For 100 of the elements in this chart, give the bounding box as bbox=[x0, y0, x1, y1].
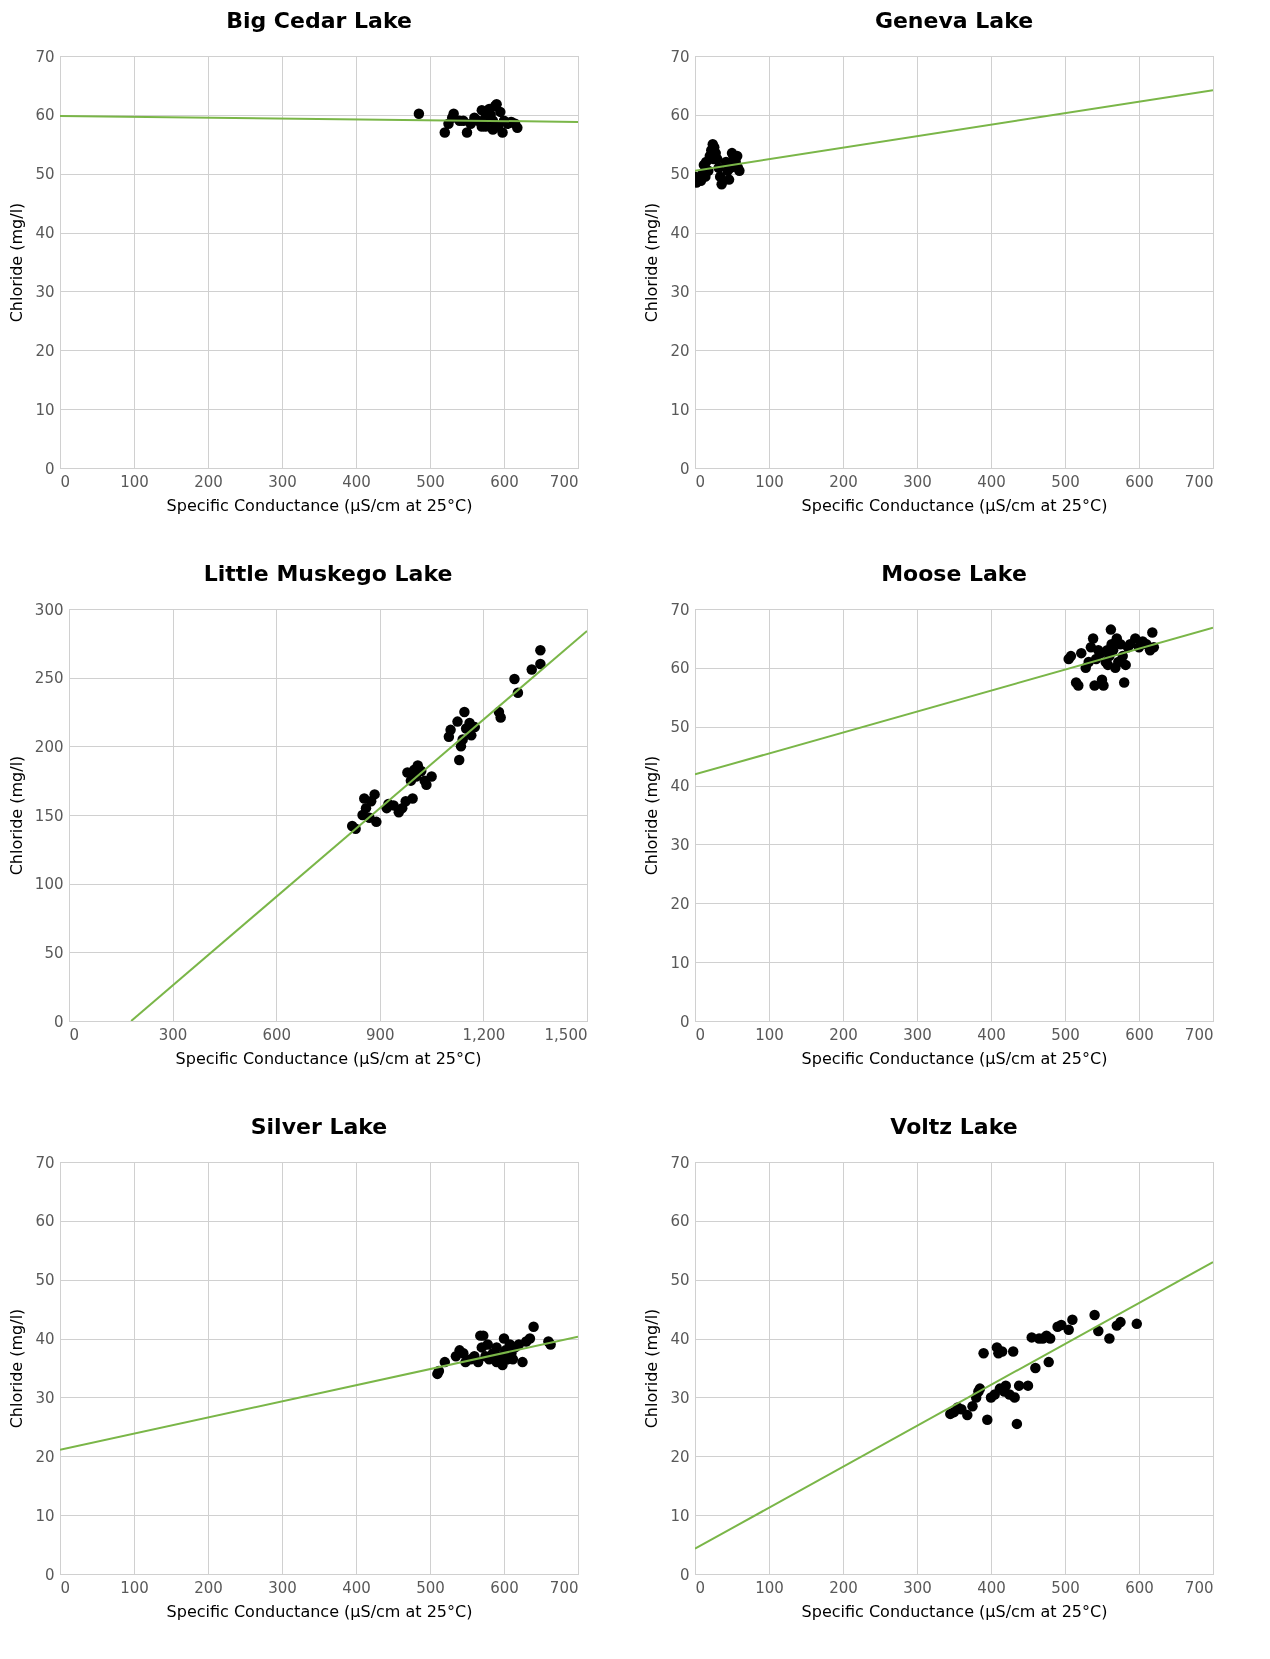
y-tick-label: 50 bbox=[35, 1271, 55, 1290]
x-tick-label: 300 bbox=[903, 472, 932, 491]
y-tick-label: 50 bbox=[44, 943, 64, 962]
x-tick-label: 700 bbox=[1184, 472, 1214, 491]
y-tick-label: 50 bbox=[670, 165, 690, 184]
y-tick-label: 70 bbox=[670, 600, 690, 619]
x-tick-label: 300 bbox=[268, 472, 297, 491]
chart-title: Moose Lake bbox=[881, 561, 1027, 586]
x-tick-label: 1,500 bbox=[544, 1025, 588, 1044]
x-tick-label: 600 bbox=[490, 1578, 519, 1597]
y-tick-label: 30 bbox=[670, 282, 690, 301]
y-tick-label: 10 bbox=[670, 953, 690, 972]
x-tick-label: 0 bbox=[695, 472, 706, 491]
y-tick-label: 70 bbox=[670, 1153, 690, 1172]
y-tick-label: 50 bbox=[670, 718, 690, 737]
x-tick-label: 400 bbox=[977, 1025, 1006, 1044]
y-tick-label: 0 bbox=[679, 459, 690, 478]
y-tick-label: 0 bbox=[44, 459, 55, 478]
y-axis-title: Chloride (mg/l) bbox=[7, 202, 27, 323]
x-tick-label: 300 bbox=[158, 1025, 188, 1044]
x-tick-label: 0 bbox=[69, 1025, 80, 1044]
x-tick-label: 600 bbox=[1125, 472, 1154, 491]
x-tick-label: 600 bbox=[490, 472, 519, 491]
y-tick-label: 30 bbox=[670, 835, 690, 854]
x-tick-label: 100 bbox=[120, 472, 149, 491]
x-tick-label: 100 bbox=[755, 1025, 784, 1044]
x-tick-label: 500 bbox=[416, 472, 445, 491]
x-axis-title: Specific Conductance (µS/cm at 25°C) bbox=[175, 1048, 482, 1068]
y-tick-label: 50 bbox=[670, 1271, 690, 1290]
y-tick-label: 40 bbox=[670, 777, 690, 796]
y-tick-label: 40 bbox=[670, 224, 690, 243]
y-tick-label: 0 bbox=[44, 1565, 55, 1584]
x-tick-label: 0 bbox=[695, 1578, 706, 1597]
x-tick-label: 500 bbox=[1051, 1578, 1080, 1597]
x-tick-label: 100 bbox=[755, 472, 784, 491]
x-tick-label: 1,200 bbox=[462, 1025, 506, 1044]
y-tick-label: 20 bbox=[670, 341, 690, 360]
y-axis-title: Chloride (mg/l) bbox=[7, 1308, 27, 1429]
y-tick-label: 250 bbox=[34, 669, 64, 688]
x-tick-label: 200 bbox=[829, 472, 858, 491]
y-tick-label: 60 bbox=[670, 106, 690, 125]
y-tick-label: 150 bbox=[34, 806, 64, 825]
x-tick-label: 500 bbox=[1051, 1025, 1080, 1044]
x-tick-label: 600 bbox=[262, 1025, 292, 1044]
y-tick-label: 40 bbox=[35, 224, 55, 243]
x-tick-label: 600 bbox=[1125, 1578, 1154, 1597]
x-tick-label: 300 bbox=[903, 1578, 932, 1597]
x-tick-label: 100 bbox=[120, 1578, 149, 1597]
y-tick-label: 10 bbox=[670, 400, 690, 419]
x-tick-label: 300 bbox=[268, 1578, 297, 1597]
x-tick-label: 700 bbox=[549, 1578, 579, 1597]
x-tick-label: 300 bbox=[903, 1025, 932, 1044]
y-axis-title: Chloride (mg/l) bbox=[6, 755, 26, 876]
x-tick-label: 700 bbox=[549, 472, 579, 491]
y-tick-label: 20 bbox=[670, 894, 690, 913]
y-tick-label: 30 bbox=[35, 1388, 55, 1407]
y-axis-title: Chloride (mg/l) bbox=[642, 755, 662, 876]
y-tick-label: 70 bbox=[35, 47, 55, 66]
x-tick-label: 200 bbox=[829, 1025, 858, 1044]
y-tick-label: 40 bbox=[670, 1330, 690, 1349]
x-tick-label: 500 bbox=[1051, 472, 1080, 491]
x-tick-label: 600 bbox=[1125, 1025, 1154, 1044]
x-tick-label: 200 bbox=[829, 1578, 858, 1597]
y-tick-label: 60 bbox=[35, 1212, 55, 1231]
x-axis-title: Specific Conductance (µS/cm at 25°C) bbox=[801, 1601, 1108, 1621]
x-tick-label: 500 bbox=[416, 1578, 445, 1597]
x-tick-label: 200 bbox=[194, 1578, 223, 1597]
y-tick-label: 100 bbox=[34, 875, 64, 894]
y-tick-label: 10 bbox=[35, 400, 55, 419]
chart-title: Geneva Lake bbox=[874, 8, 1034, 33]
y-tick-label: 70 bbox=[35, 1153, 55, 1172]
x-tick-label: 200 bbox=[194, 472, 223, 491]
chart-title: Voltz Lake bbox=[890, 1114, 1018, 1139]
y-tick-label: 50 bbox=[35, 165, 55, 184]
y-tick-label: 300 bbox=[34, 600, 64, 619]
x-axis-title: Specific Conductance (µS/cm at 25°C) bbox=[166, 495, 473, 515]
x-tick-label: 900 bbox=[365, 1025, 395, 1044]
x-tick-label: 700 bbox=[1184, 1578, 1214, 1597]
y-tick-label: 10 bbox=[670, 1506, 690, 1525]
y-tick-label: 60 bbox=[670, 1212, 690, 1231]
chart-title: Big Cedar Lake bbox=[226, 8, 412, 33]
y-tick-label: 0 bbox=[679, 1565, 690, 1584]
y-tick-label: 60 bbox=[35, 106, 55, 125]
x-axis-title: Specific Conductance (µS/cm at 25°C) bbox=[166, 1601, 473, 1621]
y-tick-label: 200 bbox=[34, 737, 64, 756]
x-tick-label: 100 bbox=[755, 1578, 784, 1597]
x-tick-label: 400 bbox=[342, 472, 371, 491]
y-tick-label: 10 bbox=[35, 1506, 55, 1525]
y-tick-label: 30 bbox=[670, 1388, 690, 1407]
y-tick-label: 30 bbox=[35, 282, 55, 301]
x-tick-label: 0 bbox=[695, 1025, 706, 1044]
x-tick-label: 400 bbox=[977, 472, 1006, 491]
y-tick-label: 0 bbox=[679, 1012, 690, 1031]
x-tick-label: 400 bbox=[342, 1578, 371, 1597]
y-tick-label: 60 bbox=[670, 659, 690, 678]
y-tick-label: 0 bbox=[53, 1012, 64, 1031]
x-axis-title: Specific Conductance (µS/cm at 25°C) bbox=[801, 1048, 1108, 1068]
y-axis-title: Chloride (mg/l) bbox=[642, 202, 662, 323]
y-tick-label: 70 bbox=[670, 47, 690, 66]
y-tick-label: 20 bbox=[670, 1447, 690, 1466]
